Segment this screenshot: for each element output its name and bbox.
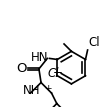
Text: +: + [44, 84, 51, 93]
Text: Cl: Cl [88, 36, 100, 49]
Text: O: O [16, 62, 26, 75]
Text: −: − [53, 66, 63, 79]
Text: NH: NH [22, 84, 40, 97]
Text: Cl: Cl [47, 67, 59, 80]
Text: HN: HN [31, 51, 48, 64]
